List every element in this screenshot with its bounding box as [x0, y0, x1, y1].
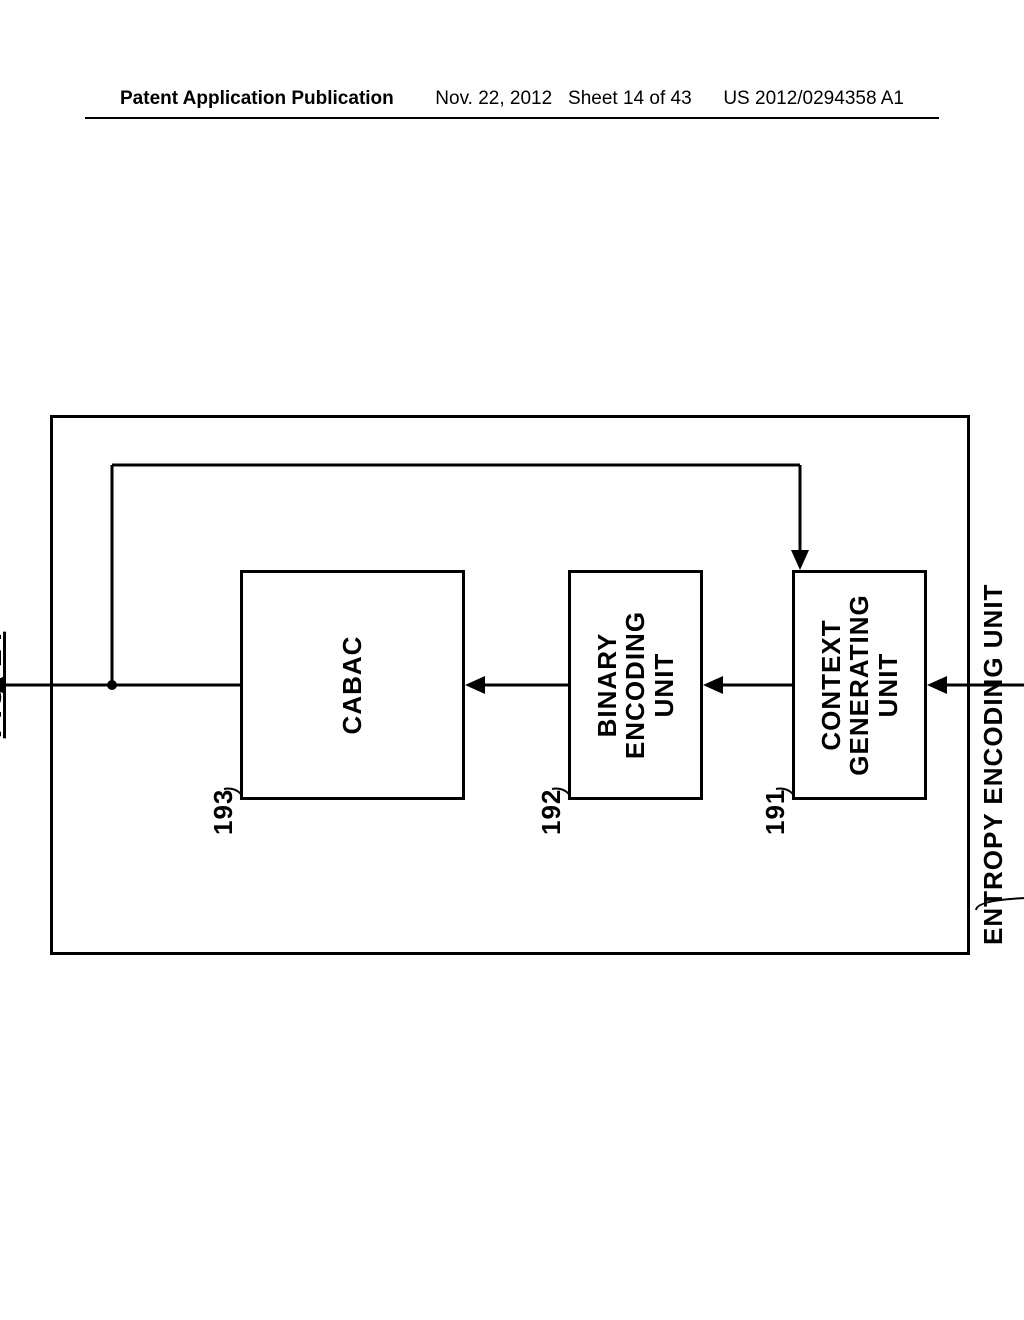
leader-192	[552, 765, 574, 795]
arrow-input-to-191	[927, 675, 1024, 695]
leader-154	[974, 870, 1024, 910]
header-right: Nov. 22, 2012 Sheet 14 of 43 US 2012/029…	[435, 88, 904, 110]
leader-193	[224, 765, 246, 795]
header-sheet: Sheet 14 of 43	[568, 88, 692, 109]
context-generating-unit-block: CONTEXT GENERATING UNIT	[792, 570, 927, 800]
ref-192: 192	[536, 789, 567, 835]
feedback-path	[108, 435, 808, 695]
header-left: Patent Application Publication	[120, 88, 394, 110]
leader-191	[776, 765, 798, 795]
header-rule	[85, 117, 939, 119]
ref-193: 193	[208, 789, 239, 835]
header-date: Nov. 22, 2012	[435, 88, 552, 109]
block-191-label: CONTEXT GENERATING UNIT	[817, 594, 903, 775]
ref-191: 191	[760, 789, 791, 835]
ref-134: 134	[0, 399, 1, 445]
header-pubno: US 2012/0294358 A1	[723, 88, 904, 109]
diagram: FIG. 14 ENTROPY ENCODING UNIT 154 153 13…	[20, 375, 1000, 995]
